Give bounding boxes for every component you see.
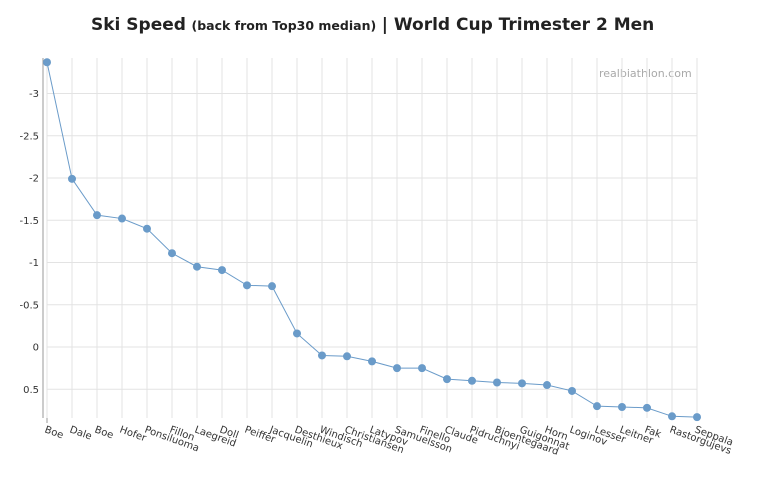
y-tick-label: -1: [29, 258, 39, 269]
x-axis-ticks: Boe Dale Boe HoferPonsiluomaFillonLaegreidD…: [43, 424, 735, 458]
y-tick-label: -2.5: [19, 131, 39, 142]
data-point[interactable]: [593, 402, 601, 411]
y-tick-label: -1.5: [19, 216, 39, 227]
x-tick-label: Dale: [68, 424, 93, 442]
data-point[interactable]: [343, 352, 351, 361]
data-point[interactable]: [418, 364, 426, 373]
data-point[interactable]: [93, 211, 101, 220]
data-point[interactable]: [143, 224, 151, 233]
data-point[interactable]: [268, 282, 276, 291]
data-point[interactable]: [518, 379, 526, 388]
horizontal-gridlines: [47, 93, 697, 390]
y-axis-ticks: -3 -2.5 -2 -1.5 -1 -0.5 0 0.5: [19, 89, 39, 396]
title-metric: Ski Speed: [91, 15, 186, 35]
data-point[interactable]: [43, 58, 51, 67]
x-tick-label: Fak: [643, 424, 663, 440]
data-point[interactable]: [118, 214, 126, 223]
y-tick-label: -3: [29, 89, 39, 100]
data-point[interactable]: [568, 386, 576, 395]
title-event: | World Cup Trimester 2 Men: [381, 15, 655, 35]
data-point[interactable]: [368, 357, 376, 366]
data-point[interactable]: [543, 381, 551, 390]
chart-title: Ski Speed (back from Top30 median) | Wor…: [91, 15, 654, 35]
x-tick-label: Boe: [43, 424, 65, 441]
data-point[interactable]: [318, 351, 326, 360]
data-point[interactable]: [693, 413, 701, 422]
data-point[interactable]: [393, 364, 401, 373]
axes: [42, 58, 48, 423]
y-tick-label: -0.5: [19, 300, 39, 311]
y-tick-label: -2: [29, 174, 39, 185]
data-point[interactable]: [243, 281, 251, 290]
data-point[interactable]: [493, 378, 501, 387]
data-point[interactable]: [168, 249, 176, 258]
title-subtitle: (back from Top30 median): [191, 18, 377, 33]
vertical-gridlines: [46, 58, 698, 418]
data-point[interactable]: [643, 403, 651, 412]
y-tick-label: 0: [33, 343, 39, 354]
data-point[interactable]: [668, 412, 676, 421]
data-point[interactable]: [218, 266, 226, 275]
series-layer: [43, 58, 701, 422]
data-point[interactable]: [618, 402, 626, 411]
data-point[interactable]: [293, 329, 301, 338]
data-point[interactable]: [468, 376, 476, 385]
data-point[interactable]: [443, 375, 451, 384]
x-tick-label: Boe: [93, 424, 115, 441]
y-tick-label: 0.5: [23, 385, 39, 396]
data-point[interactable]: [68, 174, 76, 183]
data-point[interactable]: [193, 262, 201, 271]
